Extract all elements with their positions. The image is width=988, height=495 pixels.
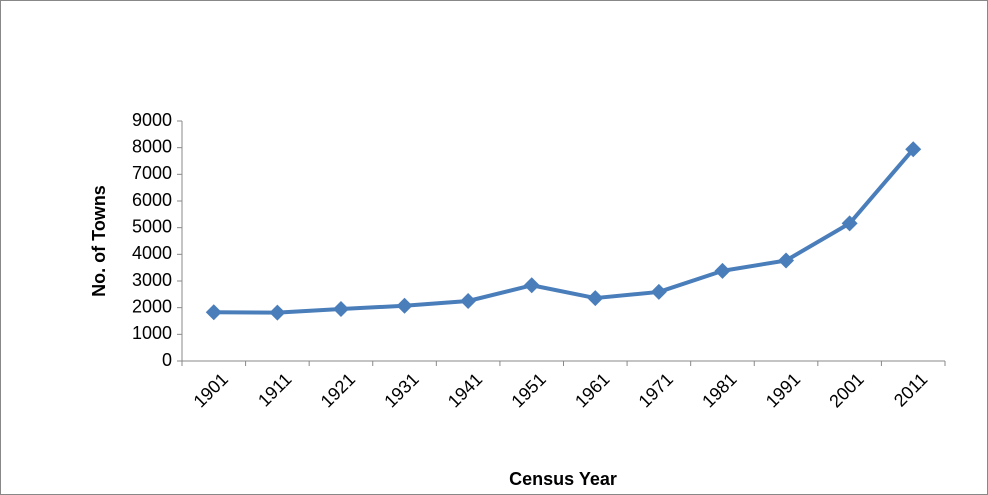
y-tick-label: 9000 <box>132 110 172 130</box>
point-marker <box>269 304 286 321</box>
y-tick-label: 7000 <box>132 163 172 183</box>
y-axis-label: No. of Towns <box>89 185 109 297</box>
point-marker <box>778 252 795 269</box>
point-marker <box>714 262 731 279</box>
y-tick-label: 2000 <box>132 296 172 316</box>
y-tick-label: 1000 <box>132 323 172 343</box>
point-marker <box>650 283 667 300</box>
y-tick-label: 4000 <box>132 243 172 263</box>
y-tick-label: 0 <box>162 350 172 370</box>
point-marker <box>396 297 413 314</box>
point-marker <box>332 301 349 317</box>
series-line <box>213 147 915 315</box>
point-marker <box>587 290 604 307</box>
y-tick-label: 6000 <box>132 190 172 210</box>
point-marker <box>841 215 858 232</box>
y-tick-label: 8000 <box>132 136 172 156</box>
point-marker <box>460 293 477 309</box>
point-marker <box>905 141 922 158</box>
point-marker <box>523 277 540 294</box>
x-axis-label: Census Year <box>509 469 617 489</box>
point-marker <box>205 304 222 321</box>
y-tick-label: 5000 <box>132 216 172 236</box>
y-tick-label: 3000 <box>132 270 172 290</box>
